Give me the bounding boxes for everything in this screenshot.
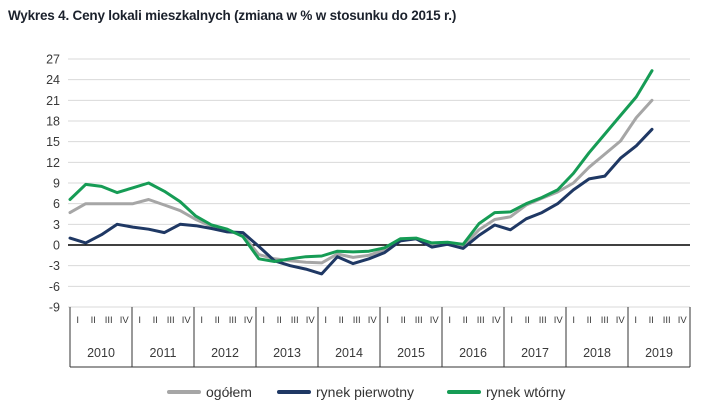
quarter-tick-label: III <box>601 315 609 326</box>
legend-item-ogolem: ogółem <box>167 383 252 401</box>
quarter-tick-label: IV <box>368 315 378 326</box>
quarter-tick-label: I <box>572 315 575 326</box>
year-tick-label: 2013 <box>273 346 301 360</box>
quarter-tick-label: III <box>105 315 113 326</box>
legend-label-pierwotny: rynek pierwotny <box>316 384 415 400</box>
y-axis-tick-label: 6 <box>53 197 60 211</box>
quarter-tick-label: III <box>291 315 299 326</box>
y-axis-tick-label: 0 <box>53 239 60 253</box>
legend-swatch-wtorny <box>447 390 481 394</box>
quarter-tick-label: III <box>229 315 237 326</box>
year-tick-label: 2015 <box>397 346 425 360</box>
series-line-ogolem <box>68 98 654 265</box>
y-axis-tick-label: 12 <box>46 156 60 170</box>
y-axis-tick-label: 21 <box>46 94 60 108</box>
legend-item-pierwotny: rynek pierwotny <box>277 383 414 401</box>
year-tick-label: 2017 <box>521 346 549 360</box>
year-tick-label: 2012 <box>211 346 239 360</box>
quarter-tick-label: III <box>539 315 547 326</box>
y-axis-tick-label: 9 <box>53 177 60 191</box>
quarter-tick-label: III <box>415 315 423 326</box>
year-tick-label: 2010 <box>87 346 115 360</box>
quarter-tick-label: III <box>167 315 175 326</box>
quarter-tick-label: I <box>448 315 451 326</box>
legend-label-ogolem: ogółem <box>206 384 252 400</box>
quarter-tick-label: II <box>91 315 96 326</box>
quarter-tick-label: IV <box>616 315 626 326</box>
quarter-tick-label: II <box>649 315 654 326</box>
quarter-tick-label: I <box>138 315 141 326</box>
quarter-tick-label: IV <box>120 315 130 326</box>
year-tick-label: 2016 <box>459 346 487 360</box>
quarter-tick-label: I <box>634 315 637 326</box>
year-tick-label: 2019 <box>645 346 673 360</box>
quarter-tick-label: IV <box>244 315 254 326</box>
legend-item-wtorny: rynek wtórny <box>447 383 565 401</box>
quarter-tick-label: II <box>525 315 530 326</box>
y-axis-tick-label: 18 <box>46 115 60 129</box>
y-axis-tick-label: -6 <box>49 280 60 294</box>
y-axis-tick-label: -9 <box>49 301 60 315</box>
y-axis-tick-label: 15 <box>46 135 60 149</box>
quarter-tick-label: II <box>277 315 282 326</box>
quarter-tick-label: II <box>153 315 158 326</box>
quarter-tick-label: II <box>339 315 344 326</box>
quarter-tick-label: I <box>386 315 389 326</box>
quarter-tick-label: IV <box>306 315 316 326</box>
y-axis-tick-label: 3 <box>53 218 60 232</box>
chart-title: Wykres 4. Ceny lokali mieszkalnych (zmia… <box>8 8 457 23</box>
quarter-tick-label: I <box>324 315 327 326</box>
quarter-tick-label: II <box>215 315 220 326</box>
y-axis-tick-label: 27 <box>46 53 60 67</box>
quarter-tick-label: IV <box>430 315 440 326</box>
quarter-tick-label: I <box>200 315 203 326</box>
quarter-tick-label: II <box>401 315 406 326</box>
quarter-tick-label: III <box>477 315 485 326</box>
year-tick-label: 2018 <box>583 346 611 360</box>
y-axis-tick-label: 24 <box>46 73 60 87</box>
quarter-tick-label: IV <box>492 315 502 326</box>
quarter-tick-label: IV <box>678 315 688 326</box>
y-axis-tick-label: -3 <box>49 259 60 273</box>
quarter-tick-label: I <box>262 315 265 326</box>
series-line-wtorny <box>68 69 654 263</box>
quarter-tick-label: II <box>463 315 468 326</box>
quarter-tick-label: IV <box>554 315 564 326</box>
legend-swatch-pierwotny <box>277 390 311 394</box>
quarter-tick-label: II <box>587 315 592 326</box>
legend-swatch-ogolem <box>167 390 201 394</box>
quarter-tick-label: IV <box>182 315 192 326</box>
year-tick-label: 2014 <box>335 346 363 360</box>
year-tick-label: 2011 <box>150 346 177 360</box>
chart-legend: ogółem rynek pierwotny rynek wtórny <box>0 383 715 403</box>
quarter-tick-label: III <box>353 315 361 326</box>
legend-label-wtorny: rynek wtórny <box>486 384 566 400</box>
quarter-tick-label: I <box>76 315 79 326</box>
quarter-tick-label: III <box>663 315 671 326</box>
series-line-pierwotny <box>68 127 654 276</box>
quarter-tick-label: I <box>510 315 513 326</box>
